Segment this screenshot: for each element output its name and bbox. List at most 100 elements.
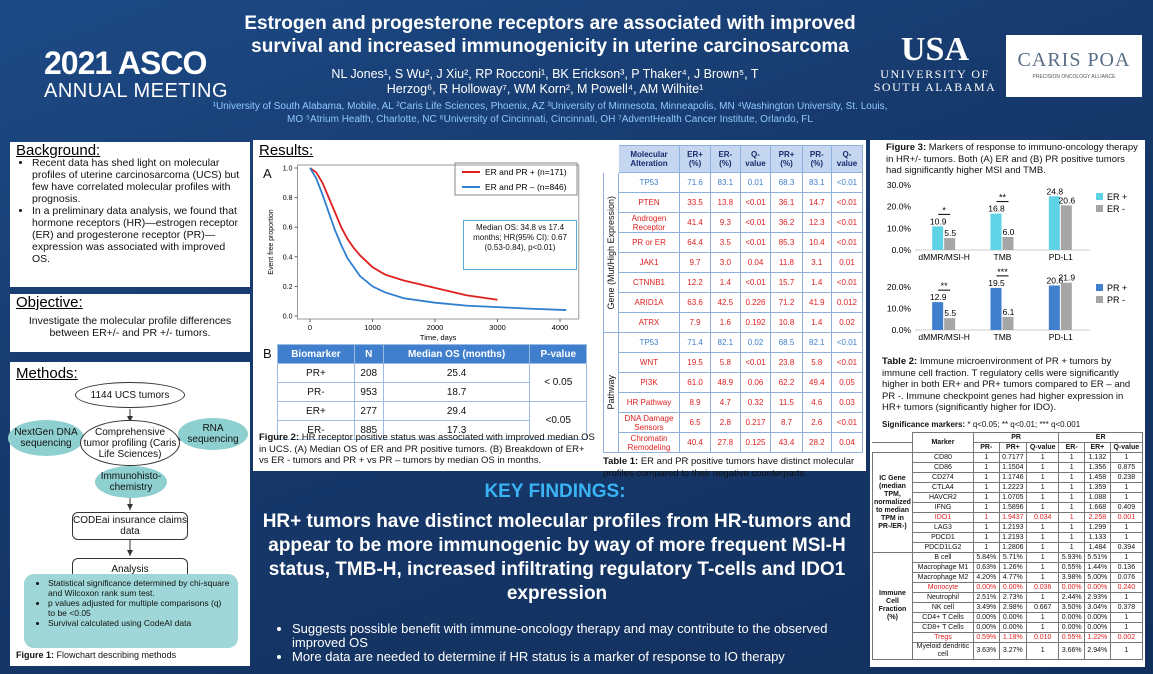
cell: 2.93% [1084, 592, 1111, 603]
x-tick-label: 4000 [552, 323, 569, 332]
cell: 1 [1109, 452, 1144, 463]
bullet-list: Recent data has shed light on molecular … [16, 157, 244, 265]
y-tick-label: 0.6 [283, 225, 293, 232]
cell: CD8+ T Cells [911, 622, 974, 633]
group-label: Pathway [605, 375, 616, 410]
stats-box: Statistical significance determined by c… [24, 574, 238, 648]
cell: 0.010 [1026, 632, 1060, 643]
cell: 0.136 [1109, 562, 1144, 573]
cell: 8.9 [678, 392, 712, 413]
cell: 36.1 [770, 192, 803, 213]
y-tick-label: 0.0% [892, 325, 912, 335]
table1-panel: Molecular Alteration ER+ (%) ER- (%) Q-valu… [600, 140, 866, 479]
legend-label: ER + [1107, 192, 1127, 202]
cell: 0.667 [1026, 602, 1060, 613]
cell: 6.5 [678, 412, 712, 433]
y-tick-label: 1.0 [283, 166, 293, 173]
cell: 42.5 [710, 292, 741, 313]
cell: 0.394 [1109, 542, 1144, 553]
header-cell [603, 145, 619, 173]
cell: 1 [1026, 622, 1060, 633]
row: NK cell 3.49% 2.98% 0.667 3.50% 3.04% 0.378 [873, 602, 1144, 613]
cell: 0.00% [1084, 612, 1111, 623]
usa-name: UNIVERSITY OF [880, 67, 990, 81]
group-label: Gene (Mut/High Expression) [605, 195, 616, 310]
cell: 3.50% [1058, 602, 1086, 613]
header-cell: ER [1058, 432, 1143, 443]
cell: 1 [972, 502, 1000, 513]
y-tick-label: 0.0 [283, 314, 293, 321]
y-tick-label: 30.0% [887, 180, 912, 190]
y-axis-label: Event free proportion [268, 209, 275, 274]
legend-swatch [1096, 193, 1103, 200]
cell: 4.7 [710, 392, 741, 413]
row: Neutrophil 2.51% 2.73% 1 2.44% 2.93% 1 [873, 592, 1144, 603]
cell: 61.0 [678, 372, 712, 393]
cell: 1 [1058, 512, 1086, 523]
legend-label: ER and PR – (n=846) [485, 182, 567, 192]
cell: 1 [972, 542, 1000, 553]
cell: 0.63% [972, 562, 1000, 573]
cell: 85.3 [770, 232, 803, 253]
cell: TP53 [618, 332, 680, 353]
cell: 1 [972, 452, 1000, 463]
cell: 2.44% [1058, 592, 1086, 603]
row: IC Gene (median TPM, normalized to media… [872, 452, 1144, 553]
bar [944, 238, 956, 250]
cell: 1 [972, 462, 1000, 473]
background-panel: Background: Recent data has shed light o… [10, 142, 250, 287]
x-tick-label: dMMR/MSI-H [918, 252, 969, 262]
cell: 3.5 [710, 232, 741, 253]
cell: CD80 [911, 452, 974, 463]
row: CTLA4 1 1.2223 1 1 1.359 1 [873, 482, 1144, 493]
cell: 19.5 [678, 352, 712, 373]
cell: 5.93% [1058, 552, 1086, 563]
cell: 5.84% [972, 552, 1000, 563]
bar [932, 226, 944, 250]
key-findings-bullets: Suggests possible benefit with immune-on… [276, 622, 862, 664]
cell: <0.01 [831, 412, 863, 433]
cell: 82.1 [801, 332, 833, 353]
table2: Marker PR ER PR- PR+ Q-value ER- ER+ Q-value IC G… [872, 432, 1144, 660]
y-tick-label: 0.8 [283, 195, 293, 202]
cell: < 0.05 [529, 363, 587, 402]
cell: 0.04 [831, 432, 863, 453]
caption-text: ER and PR positive tumors have distinct … [603, 456, 855, 479]
cell: 208 [353, 363, 384, 383]
header-cell: Biomarker [277, 344, 355, 364]
table-caption: Table 1: ER and PR positive tumors have … [603, 456, 863, 479]
cell: <0.01 [831, 332, 863, 353]
cell: <0.01 [831, 352, 863, 373]
cell: 43.4 [770, 432, 803, 453]
caption-text: Flowchart describing methods [54, 650, 177, 660]
key-findings-heading: KEY FINDINGS: [484, 481, 626, 502]
value-label: 16.8 [988, 204, 1005, 214]
cell: 62.2 [770, 372, 803, 393]
cell: 71.4 [678, 332, 712, 353]
cell: 1 [1026, 452, 1060, 463]
legend-swatch [1096, 205, 1103, 212]
cell: 29.4 [382, 401, 531, 421]
cell: CTLA4 [911, 482, 974, 493]
header-cell: Q-value [831, 145, 863, 173]
panel-label: B [263, 346, 272, 361]
figure-caption: Figure 3: Markers of response to immuno-… [886, 142, 1138, 177]
significance-marker: *** [997, 268, 1008, 277]
header-cell [872, 442, 913, 453]
flow-node: CODEai insurance claims data [72, 512, 188, 540]
cell: 15.7 [770, 272, 803, 293]
cell: 0.00% [972, 612, 1000, 623]
bar [944, 318, 956, 330]
cell: Macrophage M2 [911, 572, 974, 583]
caption-label: Figure 1: [16, 650, 55, 660]
header-row: Molecular Alteration ER+ (%) ER- (%) Q-valu… [603, 145, 863, 173]
cell: 5.00% [1084, 572, 1111, 583]
cell: LAG3 [911, 522, 974, 533]
cell: 40.4 [678, 432, 712, 453]
cell: 11.5 [770, 392, 803, 413]
cell: 1.4 [801, 272, 833, 293]
value-label: 19.5 [988, 278, 1005, 288]
cell: 1.2193 [998, 522, 1028, 533]
cell: 3.04% [1084, 602, 1111, 613]
